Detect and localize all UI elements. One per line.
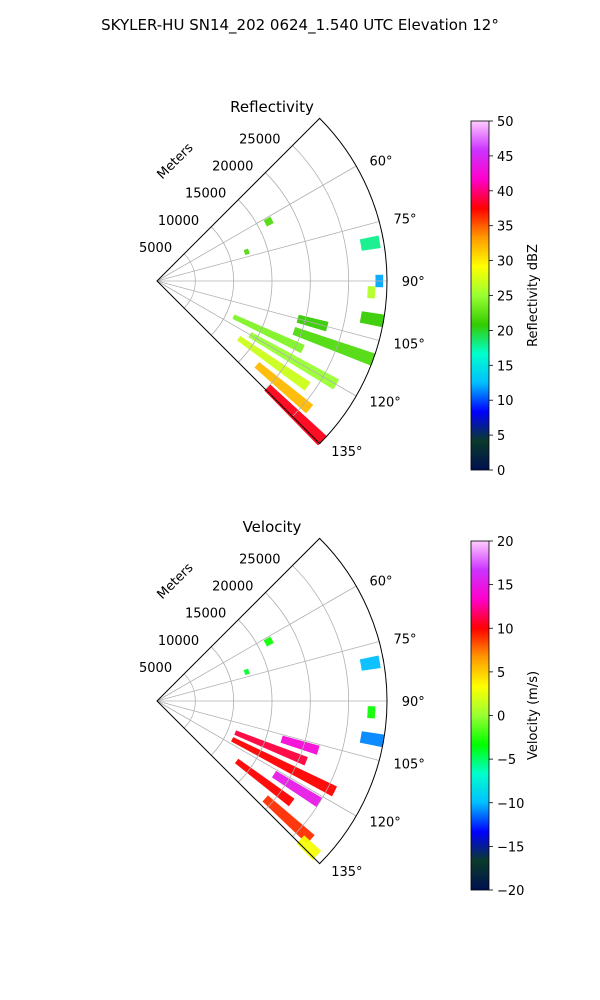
colorbar-tick-label: −20: [497, 884, 524, 899]
range-grid-arc: [238, 199, 273, 363]
colorbar-tick-label: 20: [497, 324, 514, 339]
colorbar-label: Reflectivity dBZ: [526, 244, 541, 347]
figure-title: SKYLER-HU SN14_202 0624_1.540 UTC Elevat…: [101, 16, 499, 34]
colorbar-label: Velocity (m/s): [526, 671, 541, 760]
r-tick-label: 15000: [185, 607, 226, 622]
r-tick-label: 20000: [212, 580, 253, 595]
r-tick-label: 25000: [239, 132, 280, 147]
theta-tick-label: 105°: [394, 337, 425, 352]
echo-cell: [367, 286, 376, 299]
range-grid-arc: [265, 592, 311, 810]
echo-cell: [367, 706, 376, 719]
colorbar-tick-label: 5: [497, 429, 505, 444]
echo-cell: [264, 384, 327, 446]
echo-cell: [359, 731, 385, 748]
echo-cell: [243, 248, 250, 256]
echo-cell: [243, 668, 250, 676]
range-grid-arc: [238, 619, 273, 783]
colorbar-tick-label: 5: [497, 666, 505, 681]
r-tick-label: 25000: [239, 552, 280, 567]
r-tick-label: 10000: [158, 214, 199, 229]
theta-tick-label: 60°: [369, 575, 392, 590]
r-tick-label: 10000: [158, 634, 199, 649]
polar-panel-2: Velocity 60° 75° 90° 105° 120° 135° 5000 10000 15…: [139, 518, 541, 899]
theta-tick-label: 105°: [394, 757, 425, 772]
colorbar-tick-label: −15: [497, 840, 524, 855]
colorbar-tick-label: 15: [497, 359, 514, 374]
range-grid-arc: [183, 673, 196, 729]
theta-tick-label: 75°: [394, 633, 417, 648]
range-grid-arc: [210, 646, 234, 756]
colorbar-tick-label: −10: [497, 797, 524, 812]
range-grid-arc: [292, 145, 349, 417]
panel-title: Reflectivity: [230, 98, 314, 116]
colorbar-tick-label: 0: [497, 710, 505, 725]
theta-tick-label: 135°: [331, 445, 362, 460]
echo-cell: [359, 655, 381, 671]
echo-cell: [296, 835, 322, 860]
echo-cell: [232, 314, 305, 354]
echo-cell: [263, 216, 274, 227]
range-grid-arc: [210, 226, 234, 336]
colorbar-tick-label: −5: [497, 753, 516, 768]
echo-cell: [359, 311, 385, 328]
echo-cell: [359, 235, 381, 251]
colorbar-tick-label: 15: [497, 579, 514, 594]
r-tick-label: 20000: [212, 160, 253, 175]
sector-outline: [156, 117, 388, 445]
colorbar: [470, 540, 490, 891]
echo-cell: [262, 795, 315, 844]
panel-title: Velocity: [243, 518, 302, 536]
range-grid-arc: [292, 565, 349, 837]
colorbar-tick-label: 20: [497, 535, 514, 550]
r-tick-label: 5000: [139, 241, 172, 256]
colorbar: [470, 120, 490, 471]
echo-cell: [254, 361, 314, 414]
echo-cell: [271, 770, 323, 808]
colorbar-tick-label: 40: [497, 185, 514, 200]
sector-outline: [156, 537, 388, 865]
colorbar-tick-label: 45: [497, 150, 514, 165]
colorbar-tick-label: 50: [497, 115, 514, 130]
echo-cell: [234, 758, 295, 807]
echo-layer: [232, 216, 385, 446]
r-tick-label: 5000: [139, 661, 172, 676]
echo-cell: [280, 735, 320, 755]
colorbar-tick-label: 0: [497, 464, 505, 479]
range-grid-arc: [183, 253, 196, 309]
echo-cell: [248, 332, 340, 390]
theta-tick-label: 75°: [394, 213, 417, 228]
echo-cell: [263, 636, 274, 647]
r-tick-label: 15000: [185, 187, 226, 202]
theta-tick-label: 120°: [369, 395, 400, 410]
echo-cell: [234, 730, 308, 766]
theta-tick-label: 90°: [402, 275, 425, 290]
echo-cell: [292, 326, 376, 366]
theta-tick-label: 60°: [369, 155, 392, 170]
radial-axis-label: Meters: [155, 140, 197, 182]
range-grid-arc: [265, 172, 311, 390]
theta-tick-label: 120°: [369, 815, 400, 830]
colorbar-tick-label: 10: [497, 394, 514, 409]
colorbar-tick-label: 10: [497, 622, 514, 637]
polar-panel-1: Reflectivity60°75°90°105°120°135°5000100…: [139, 98, 541, 479]
radial-axis-label: Meters: [155, 560, 197, 602]
colorbar-tick-label: 35: [497, 220, 514, 235]
echo-cell: [237, 335, 311, 391]
colorbar-tick-label: 25: [497, 290, 514, 305]
echo-cell: [231, 737, 338, 797]
theta-tick-label: 135°: [331, 865, 362, 880]
colorbar-tick-label: 30: [497, 255, 514, 270]
theta-tick-label: 90°: [402, 695, 425, 710]
echo-layer: [231, 636, 385, 860]
